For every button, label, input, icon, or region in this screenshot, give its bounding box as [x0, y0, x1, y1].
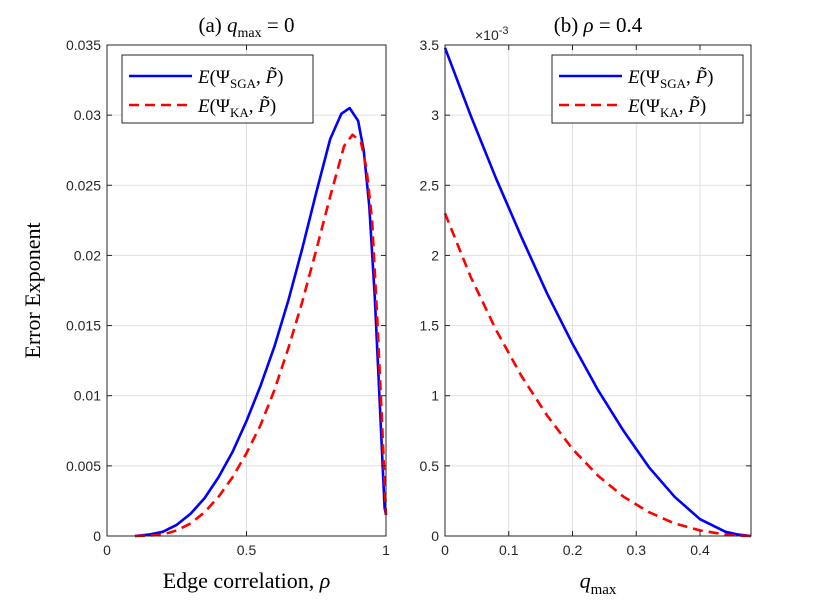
y-tick-label: 0	[93, 528, 101, 544]
legend-label-sga: E(ΨSGA, P̃)	[627, 67, 713, 91]
legend: E(ΨSGA, P̃) E(ΨKA, P̃)	[551, 54, 744, 124]
y-tick-label: 1	[431, 388, 439, 404]
series-line-ka	[134, 133, 388, 538]
x-tick-label: 0.2	[563, 542, 583, 558]
y-tick-label: 0.015	[66, 318, 101, 334]
x-tick-label: 0	[103, 542, 111, 558]
series-line-ka	[443, 212, 752, 538]
y-tick-label: 0	[431, 528, 439, 544]
chart-title: (b) ρ = 0.4	[554, 13, 643, 37]
panel-a: 0 0.5 1 0 0.005 0.01 0.015 0.02 0.025 0.03 0.035 (a…	[20, 13, 390, 593]
series-line-sga	[443, 47, 752, 538]
legend-label-sga: E(ΨSGA, P̃)	[197, 67, 283, 91]
legend: E(ΨSGA, P̃) E(ΨKA, P̃)	[121, 54, 314, 124]
legend-box	[121, 54, 314, 124]
axes-box	[444, 44, 752, 537]
y-tick-label: 3	[431, 107, 439, 123]
y-tick-label: 0.03	[74, 107, 101, 123]
x-axis-label: Edge correlation, ρ	[163, 568, 331, 593]
y-tick-label: 0.035	[66, 37, 101, 53]
y-tick-label: 2	[431, 247, 439, 263]
x-tick-label: 0.4	[690, 542, 710, 558]
x-tick-label: 0.1	[499, 542, 519, 558]
y-tick-label: 0.005	[66, 458, 101, 474]
y-tick-label: 0.025	[66, 177, 101, 193]
y-tick-label: 0.5	[420, 458, 440, 474]
x-tick-label: 0	[441, 542, 449, 558]
y-tick-label: 1.5	[420, 318, 440, 334]
legend-label-ka: E(ΨKA, P̃)	[627, 96, 706, 120]
series-line-sga	[134, 106, 388, 538]
x-tick-label: 0.5	[237, 542, 257, 558]
x-tick-label: 1	[382, 542, 390, 558]
x-tick-label: 0.3	[627, 542, 647, 558]
panel-b: 0 0.1 0.2 0.3 0.4 0 0.5 1 1.5 2 2.5 3 3.5 ×10-3 (b) ρ …	[420, 13, 752, 598]
y-axis-label: Error Exponent	[20, 222, 45, 358]
y-tick-label: 0.01	[74, 388, 101, 404]
y-exponent-label: ×10-3	[475, 25, 509, 43]
chart-title: (a) qmax = 0	[198, 13, 294, 41]
legend-label-ka: E(ΨKA, P̃)	[197, 96, 276, 120]
y-tick-label: 0.02	[74, 247, 101, 263]
y-tick-label: 2.5	[420, 177, 440, 193]
x-axis-label: qmax	[580, 568, 617, 598]
legend-box	[551, 54, 744, 124]
y-tick-label: 3.5	[420, 37, 440, 53]
